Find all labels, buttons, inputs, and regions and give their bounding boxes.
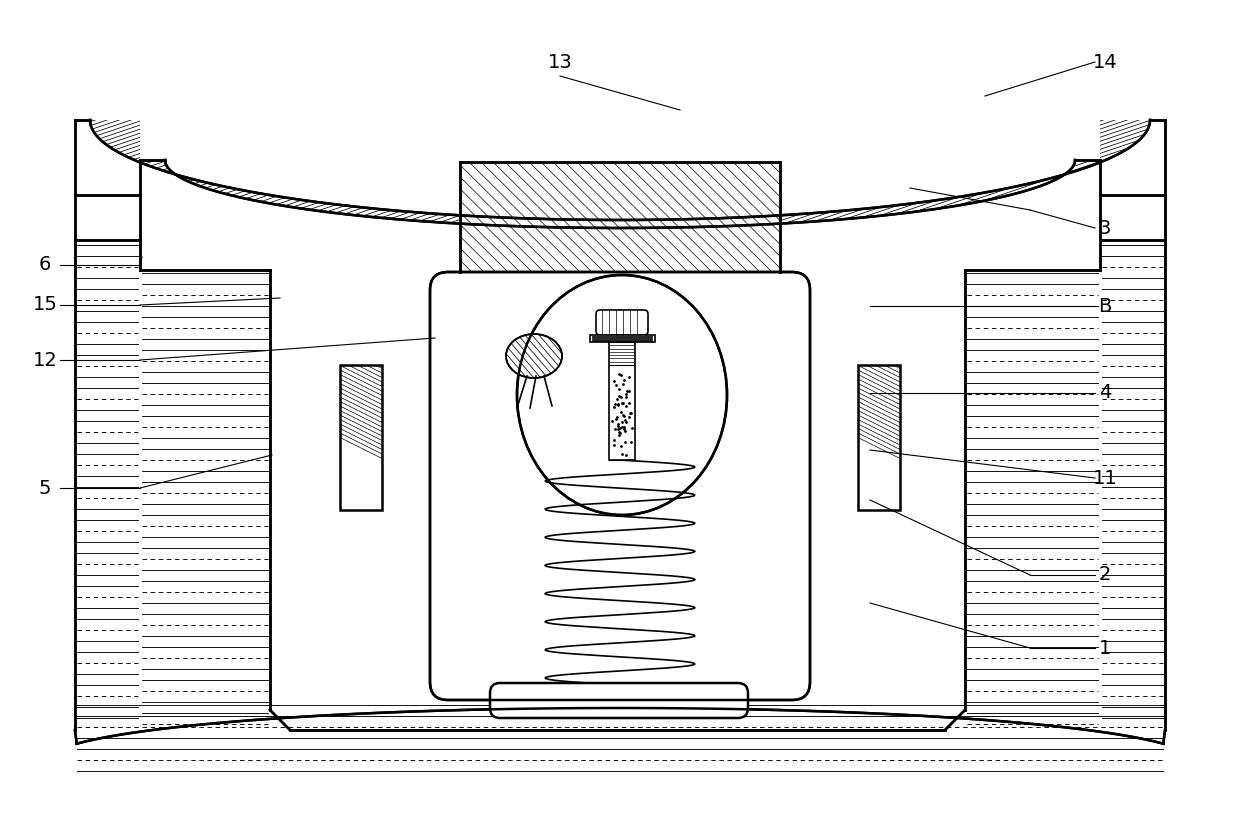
Bar <box>858 365 900 510</box>
Bar <box>340 365 382 510</box>
Text: 15: 15 <box>32 296 57 315</box>
Text: 6: 6 <box>38 255 51 274</box>
Text: 5: 5 <box>38 478 51 497</box>
Text: 14: 14 <box>1092 53 1117 72</box>
Ellipse shape <box>506 334 562 378</box>
Bar <box>609 342 635 460</box>
Text: 12: 12 <box>32 350 57 369</box>
Bar <box>340 365 382 510</box>
FancyBboxPatch shape <box>430 272 810 700</box>
Polygon shape <box>91 120 1149 228</box>
Text: 4: 4 <box>1099 383 1111 402</box>
Ellipse shape <box>517 275 727 515</box>
Bar <box>590 335 655 342</box>
Polygon shape <box>91 120 1149 228</box>
Bar <box>460 162 780 272</box>
FancyBboxPatch shape <box>490 683 748 718</box>
Text: 13: 13 <box>548 53 573 72</box>
Text: 11: 11 <box>1092 468 1117 487</box>
Text: 1: 1 <box>1099 638 1111 657</box>
Text: 3: 3 <box>1099 219 1111 238</box>
Text: B: B <box>1099 297 1112 316</box>
Bar <box>858 365 900 510</box>
Text: 2: 2 <box>1099 566 1111 585</box>
FancyBboxPatch shape <box>596 310 649 335</box>
